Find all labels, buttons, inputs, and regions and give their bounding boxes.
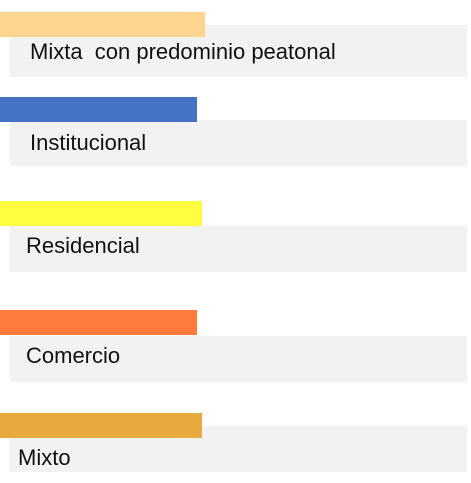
legend-item-box [10, 336, 467, 382]
legend-label: Residencial [26, 233, 140, 258]
legend-label: Comercio [26, 343, 121, 368]
legend-label: Mixta con predominio peatonal [30, 39, 336, 64]
color-swatch [0, 201, 202, 226]
legend-label: Institucional [30, 130, 147, 155]
legend-item-box [10, 226, 467, 272]
color-swatch [0, 12, 205, 37]
color-swatch [0, 413, 202, 438]
color-swatch [0, 97, 197, 122]
legend-item-box [10, 120, 467, 166]
legend-label: Mixto [18, 445, 71, 470]
color-swatch [0, 310, 197, 335]
